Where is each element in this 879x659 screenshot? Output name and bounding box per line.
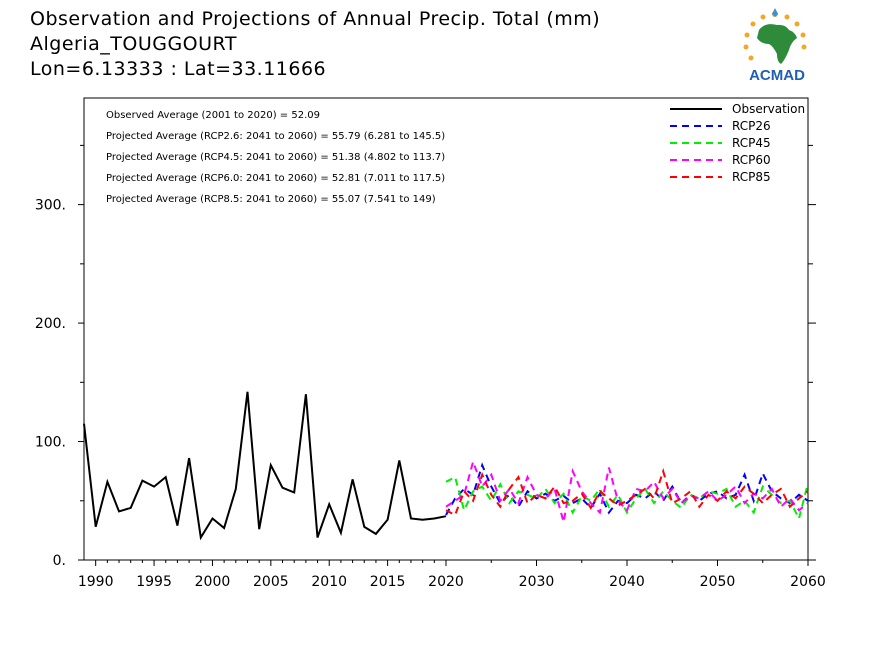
x-tick-label: 2010 xyxy=(311,574,347,590)
legend-label: Observation xyxy=(732,102,805,116)
annotations: Observed Average (2001 to 2020) = 52.09 P… xyxy=(106,110,445,205)
x-tick-label: 2020 xyxy=(428,574,464,590)
x-tick-label: 2000 xyxy=(195,574,231,590)
series-line-rcp85 xyxy=(445,467,809,517)
x-tick-label: 2040 xyxy=(609,574,645,590)
chart-title: Observation and Projections of Annual Pr… xyxy=(30,8,601,30)
series-line-rcp60 xyxy=(445,458,809,523)
legend-label: RCP85 xyxy=(732,170,771,184)
x-tick-label: 2015 xyxy=(370,574,406,590)
station-name: Algeria_TOUGGOURT xyxy=(30,33,237,55)
x-tick-label: 1995 xyxy=(136,574,172,590)
plot-frame xyxy=(83,97,809,561)
logo-text: ACMAD xyxy=(749,67,805,84)
annotation-text: Projected Average (RCP8.5: 2041 to 2060)… xyxy=(106,194,436,205)
axes: 1990 1995 2000 2005 2010 2015 2020 2030 2040 2050… xyxy=(35,97,826,590)
legend: Observation RCP26 RCP45 RCP60 RCP85 xyxy=(670,102,805,184)
y-tick-label: 0. xyxy=(53,553,66,569)
legend-label: RCP60 xyxy=(732,153,771,167)
annotation-text: Projected Average (RCP2.6: 2041 to 2060)… xyxy=(106,131,445,142)
annotation-text: Projected Average (RCP4.5: 2041 to 2060)… xyxy=(106,152,445,163)
series-line-observation xyxy=(83,391,447,541)
series-group xyxy=(83,391,809,541)
legend-label: RCP45 xyxy=(732,136,771,150)
y-tick-label: 200. xyxy=(35,316,66,332)
x-tick-label: 2030 xyxy=(519,574,555,590)
x-tick-label: 2050 xyxy=(700,574,736,590)
x-tick-label: 2005 xyxy=(253,574,289,590)
y-tick-label: 100. xyxy=(35,435,66,451)
x-tick-label: 2060 xyxy=(790,574,826,590)
station-coordinates: Lon=6.13333 : Lat=33.11666 xyxy=(30,58,327,80)
africa-map-sun-icon: ACMAD xyxy=(743,8,807,84)
annotation-text: Projected Average (RCP6.0: 2041 to 2060)… xyxy=(106,173,445,184)
annotation-text: Observed Average (2001 to 2020) = 52.09 xyxy=(106,110,320,121)
acmad-logo: ACMAD xyxy=(735,8,819,84)
x-tick-label: 1990 xyxy=(78,574,114,590)
legend-label: RCP26 xyxy=(732,119,771,133)
y-tick-label: 300. xyxy=(35,198,66,214)
